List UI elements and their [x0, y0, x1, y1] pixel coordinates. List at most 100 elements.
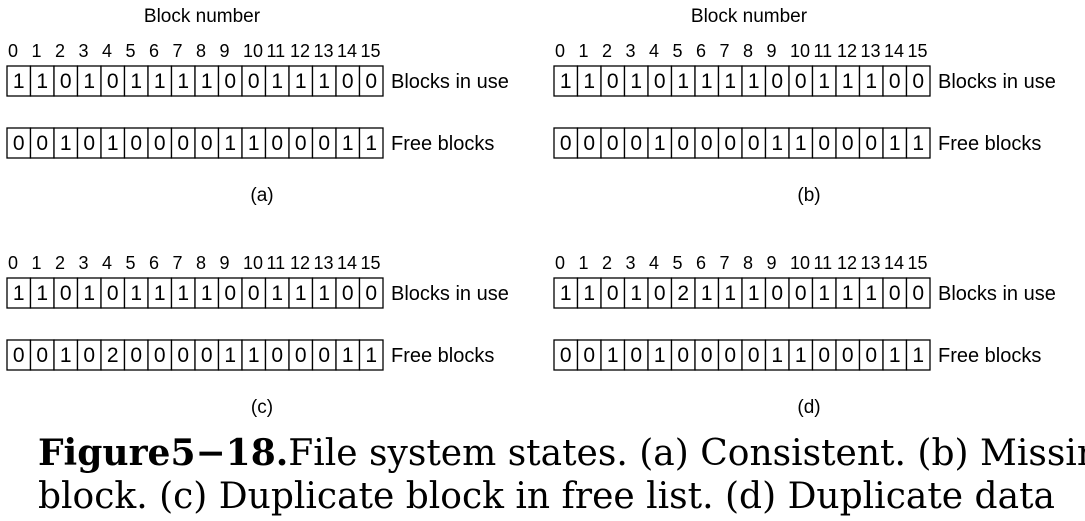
block-cell-value: 1 [724, 282, 736, 305]
block-cell-value: 0 [130, 132, 142, 155]
index-label: 15 [361, 41, 381, 61]
block-cell-value: 1 [677, 70, 689, 93]
block-cell-value: 1 [177, 70, 189, 93]
index-labels: 0 1 2 3 4 5 6 7 8 9 10 11 12 13 14 15 [8, 41, 381, 61]
block-cell-value: 0 [630, 132, 642, 155]
index-label: 6 [149, 253, 159, 273]
index-label: 4 [649, 41, 659, 61]
block-cell-value: 0 [107, 70, 119, 93]
index-label: 12 [837, 253, 857, 273]
block-cell [905, 339, 931, 371]
panel-tag: (c) [251, 397, 273, 418]
index-label: 7 [173, 41, 183, 61]
caption-label: Figure5−18. [38, 432, 289, 474]
index-label: 8 [743, 41, 753, 61]
block-cell-value: 1 [818, 282, 830, 305]
block-cell-value: 1 [795, 344, 807, 367]
block-cell-value: 1 [271, 282, 283, 305]
block-cell-value: 0 [107, 282, 119, 305]
block-cell-value: 1 [271, 70, 283, 93]
block-cell-value: 0 [177, 132, 189, 155]
block-cell-value: 1 [842, 282, 854, 305]
block-cell-value: 1 [654, 132, 666, 155]
index-label: 0 [8, 253, 18, 273]
block-cell-value: 1 [318, 70, 330, 93]
block-cell-value: 0 [295, 132, 307, 155]
block-cell-value: 1 [701, 70, 713, 93]
block-cell-value: 0 [724, 344, 736, 367]
index-label: 9 [767, 41, 777, 61]
block-cell-value: 1 [630, 282, 642, 305]
block-cell-value: 0 [607, 282, 619, 305]
block-cell-value: 1 [295, 70, 307, 93]
block-cell-value: 0 [818, 132, 830, 155]
index-label: 10 [243, 253, 263, 273]
index-label: 2 [602, 41, 612, 61]
free-blocks-label: Free blocks [938, 133, 1041, 155]
index-label: 1 [579, 41, 589, 61]
block-cell-value: 1 [60, 344, 72, 367]
block-cell-value: 0 [607, 132, 619, 155]
index-label: 5 [126, 41, 136, 61]
index-label: 3 [626, 41, 636, 61]
index-label: 3 [79, 41, 89, 61]
panel-c: 0 1 2 3 4 5 6 7 8 9 10 11 12 13 14 151 1 0 1 0 1 1 1 1 0 0 1 1 1 0 00 0… [6, 253, 509, 418]
index-label: 15 [908, 253, 928, 273]
index-label: 0 [8, 41, 18, 61]
block-cell-value: 0 [795, 282, 807, 305]
block-cell-value: 1 [748, 282, 760, 305]
block-cell-value: 1 [724, 70, 736, 93]
caption-line-1: Figure5−18.File system states. (a) Consi… [38, 432, 1085, 475]
block-cell-value: 0 [83, 344, 95, 367]
index-label: 1 [579, 253, 589, 273]
block-cell-value: 0 [654, 70, 666, 93]
index-label: 8 [743, 253, 753, 273]
block-cell-value: 1 [13, 282, 25, 305]
block-cell-value: 0 [677, 132, 689, 155]
block-cell [358, 339, 384, 371]
caption-text-1: File system states. (a) Consistent. (b) … [288, 433, 1085, 474]
index-label: 9 [220, 253, 230, 273]
block-cell-value: 1 [154, 70, 166, 93]
block-cell-value: 0 [154, 132, 166, 155]
index-label: 6 [696, 41, 706, 61]
block-cell-value: 0 [318, 344, 330, 367]
block-cell-value: 1 [365, 132, 377, 155]
index-label: 7 [720, 253, 730, 273]
block-cell-value: 1 [865, 282, 877, 305]
block-cell-value: 1 [912, 132, 924, 155]
block-cell-value: 0 [13, 344, 25, 367]
block-cell-value: 1 [865, 70, 877, 93]
index-label: 11 [814, 41, 833, 61]
block-cell-value: 1 [583, 70, 595, 93]
block-cell-value: 1 [342, 344, 354, 367]
block-cell-value: 0 [724, 132, 736, 155]
block-cell-value: 0 [224, 282, 236, 305]
index-label: 6 [149, 41, 159, 61]
index-label: 13 [314, 41, 334, 61]
index-label: 12 [837, 41, 857, 61]
block-cell-value: 0 [13, 132, 25, 155]
block-cell-value: 0 [560, 132, 572, 155]
block-cell-value: 1 [365, 344, 377, 367]
block-cell-value: 1 [177, 282, 189, 305]
index-label: 13 [314, 253, 334, 273]
block-cell-value: 0 [818, 344, 830, 367]
block-cell-value: 1 [60, 132, 72, 155]
index-label: 14 [884, 41, 904, 61]
index-label: 14 [337, 41, 357, 61]
block-cell-value: 0 [342, 70, 354, 93]
index-label: 3 [79, 253, 89, 273]
block-cell-value: 0 [865, 132, 877, 155]
block-cell-value: 0 [701, 132, 713, 155]
index-label: 9 [220, 41, 230, 61]
panel-d: 0 1 2 3 4 5 6 7 8 9 10 11 12 13 14 151 1 0 1 0 2 1 1 1 0 0 1 1 1 0 00 0… [553, 253, 1056, 418]
block-cell-value: 0 [865, 344, 877, 367]
index-label: 8 [196, 253, 206, 273]
blocks-in-use-label: Blocks in use [391, 71, 509, 93]
